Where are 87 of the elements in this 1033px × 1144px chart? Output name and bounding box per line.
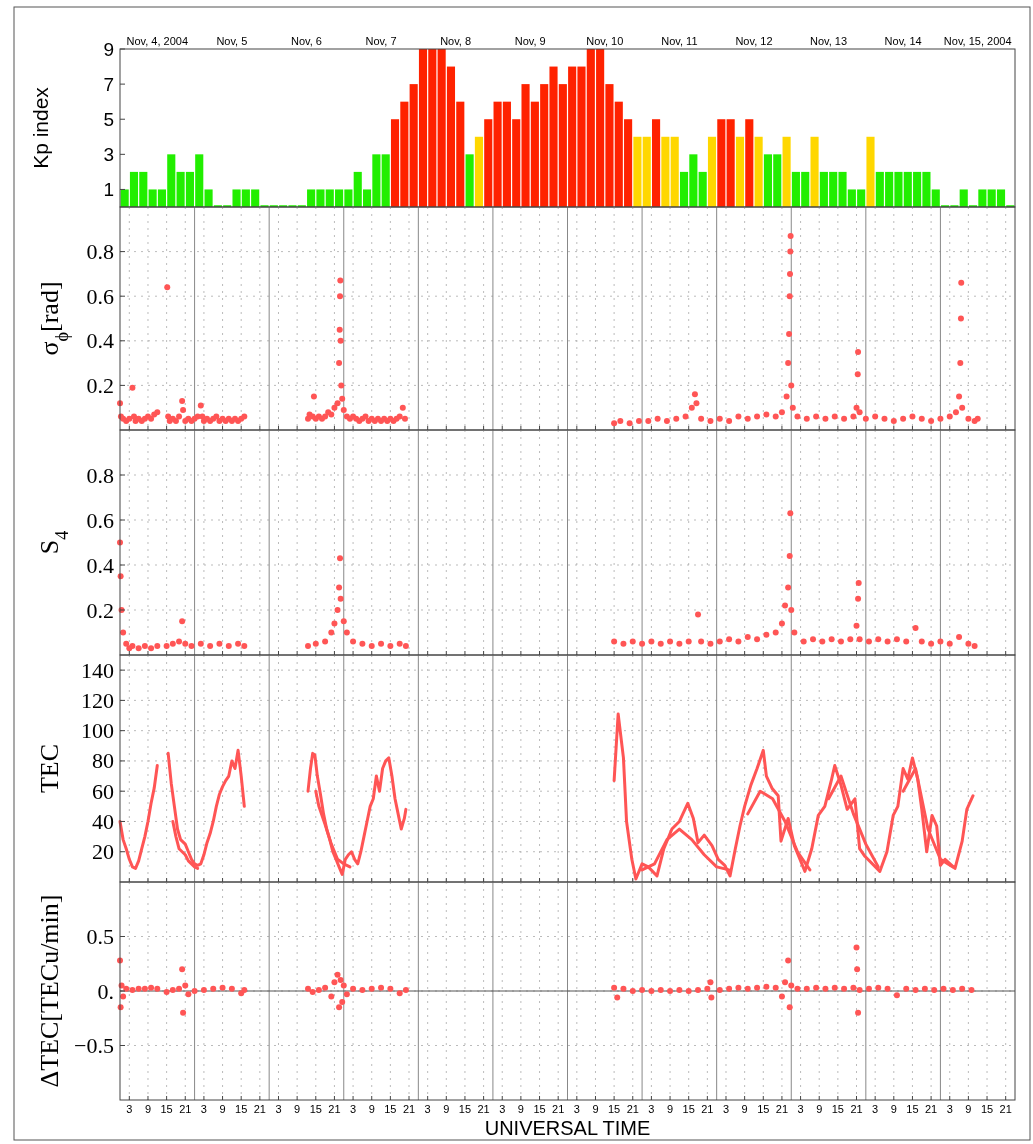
x-tick-label: 3 [722,1103,730,1115]
y-tick-label: 0.4 [86,552,114,578]
x-tick-label: 15 [757,1103,770,1115]
y-tick-label: 0.6 [86,283,114,309]
x2-tick-label: Nov, 10 [586,35,624,47]
x-axis-title: UNIVERSAL TIME [484,1117,651,1139]
x-tick-label: 9 [219,1103,226,1115]
x-tick-label: 21 [701,1103,714,1115]
x2-tick-label: Nov, 13 [809,35,848,47]
x-tick-label: 15 [309,1103,322,1115]
y-axis-title: Kp index [29,86,52,169]
x-tick-label: 9 [592,1103,599,1115]
x2-tick-label: Nov, 7 [365,35,397,47]
y-tick-label: 40 [92,808,114,834]
x-tick-label: 15 [980,1103,994,1115]
y-tick-label: 0.8 [86,462,114,488]
x-tick-label: 15 [384,1103,397,1115]
y-tick-label: 120 [81,687,114,713]
y-tick-label: 140 [81,657,114,683]
x-tick-label: 21 [477,1103,490,1115]
y-tick-label: 0.2 [86,372,114,398]
x2-tick-label: Nov, 12 [735,35,773,47]
x-tick-label: 21 [626,1103,639,1115]
x-tick-label: 15 [682,1103,695,1115]
y-tick-label: 3 [103,143,114,165]
y-tick-label: 7 [103,73,114,95]
y-tick-label: 0.6 [86,507,114,533]
x-tick-label: 9 [965,1103,972,1115]
x-tick-label: 15 [906,1103,919,1115]
y-axis-title: ΔTEC[TECu/min] [35,894,64,1088]
x-tick-label: 21 [924,1103,938,1115]
y-tick-label: 0.4 [86,328,114,354]
x-tick-label: 3 [499,1103,506,1115]
x-tick-label: 21 [552,1103,565,1115]
x-tick-label: 9 [666,1103,674,1115]
y-tick-label: 9 [103,38,114,60]
x-tick-label: 21 [850,1103,863,1115]
x2-tick-label: Nov, 8 [440,35,472,47]
y-tick-label: 0.8 [86,239,114,265]
x-tick-label: 21 [402,1103,416,1115]
x-tick-label: 3 [200,1103,207,1115]
x2-tick-label: Nov, 4, 2004 [126,35,189,47]
y-tick-label: 5 [103,108,114,130]
x-tick-label: 21 [999,1103,1012,1115]
x2-tick-label: Nov, 14 [884,35,922,47]
x2-tick-label: Nov, 15, 2004 [943,35,1012,47]
y-tick-label: 0.5 [86,924,114,949]
x-tick-label: 3 [350,1103,357,1115]
x-tick-label: 3 [648,1103,655,1115]
x2-tick-label: Nov, 11 [661,35,698,47]
x-tick-label: 3 [946,1103,953,1115]
x-tick-label: 3 [424,1103,431,1115]
y-tick-label: 80 [92,748,114,774]
x-tick-label: 3 [872,1103,879,1115]
y-tick-label: 0.2 [86,597,114,623]
y-tick-label: 20 [92,839,114,865]
x-tick-label: 15 [533,1103,546,1115]
x-tick-label: 15 [831,1103,844,1115]
x-tick-label: 9 [443,1103,450,1115]
y-tick-label: −0.5 [74,1033,114,1058]
y-tick-label: 0. [97,978,114,1004]
x-tick-label: 9 [517,1103,524,1115]
x2-tick-label: Nov, 6 [290,35,322,47]
x-tick-label: 21 [775,1103,789,1115]
x-tick-label: 15 [458,1103,472,1115]
x-tick-label: 15 [607,1103,621,1115]
x2-tick-label: Nov, 9 [514,35,546,47]
x-tick-label: 3 [275,1103,282,1115]
x-tick-label: 3 [126,1103,133,1115]
x-tick-label: 9 [294,1103,301,1115]
x-tick-label: 9 [368,1103,375,1115]
x-tick-label: 9 [816,1103,823,1115]
x-tick-label: 3 [573,1103,580,1115]
x-tick-label: 21 [179,1103,192,1115]
x-tick-label: 15 [160,1103,173,1115]
x-tick-label: 9 [890,1103,897,1115]
x-tick-label: 21 [253,1103,266,1115]
x2-tick-label: Nov, 5 [216,35,248,47]
y-tick-label: 60 [92,778,114,804]
x-tick-label: 15 [235,1103,248,1115]
y-tick-label: 100 [81,718,114,744]
y-tick-label: 1 [103,178,114,200]
y-axis-title: TEC [35,743,64,794]
x-tick-label: 9 [741,1103,748,1115]
x-tick-label: 21 [328,1103,341,1115]
x-tick-label: 9 [144,1103,152,1115]
x-tick-label: 3 [797,1103,804,1115]
